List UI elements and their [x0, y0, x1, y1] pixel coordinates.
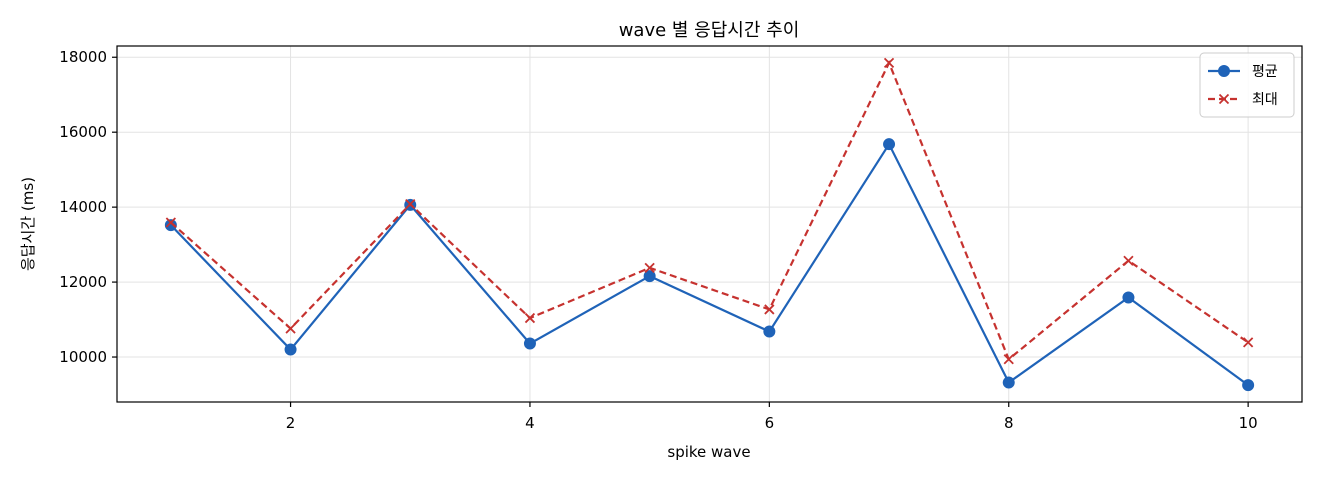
series-2-point	[405, 199, 416, 210]
grid-layer	[117, 46, 1302, 402]
y-tick-label: 10000	[59, 348, 107, 366]
series-2-point	[764, 304, 775, 315]
legend-marker-1	[1218, 65, 1230, 77]
x-axis-label: spike wave	[667, 443, 750, 461]
series-2-point	[524, 312, 536, 324]
series-2-point	[883, 57, 895, 68]
series-1-point	[1242, 379, 1255, 392]
plot-frame	[116, 45, 1303, 403]
y-axis-label: 응답시간 (ms)	[19, 177, 37, 271]
series-2-point	[1003, 354, 1014, 365]
series-2-point	[1123, 255, 1134, 266]
series-line-1	[170, 141, 1249, 387]
legend-box	[1199, 52, 1295, 118]
legend-label-1: 평균	[1252, 64, 1278, 80]
legend-marker-2	[1218, 93, 1230, 105]
x-tick-label: 2	[286, 414, 296, 432]
series-2-point	[165, 217, 177, 228]
series-1-point	[763, 325, 776, 338]
series-1-point	[643, 270, 656, 283]
series-1-point	[1122, 291, 1135, 304]
legend-label-2: 최대	[1252, 92, 1278, 108]
series-1-point	[883, 138, 896, 151]
chart-title: wave 별 응답시간 추이	[619, 20, 800, 41]
series-1-point	[164, 219, 177, 232]
series-2-point	[644, 262, 655, 273]
x-tick-label: 10	[1239, 414, 1258, 432]
y-tick-label: 12000	[59, 273, 107, 291]
x-tick-label: 6	[765, 414, 775, 432]
series-2-point	[285, 323, 296, 334]
series-1-point	[284, 343, 297, 356]
tick-layer: 2 4 6 8 10 10000 12000 14000 16000 18000	[59, 48, 1257, 432]
series-1-point	[523, 337, 536, 350]
series-2-point	[1242, 337, 1254, 348]
y-tick-label: 18000	[59, 48, 107, 66]
series-layer	[164, 57, 1255, 392]
y-tick-label: 16000	[59, 123, 107, 141]
x-tick-label: 4	[525, 414, 535, 432]
series-1-point	[1002, 376, 1015, 389]
series-line-2	[170, 60, 1249, 362]
y-tick-label: 14000	[59, 198, 107, 216]
x-tick-label: 8	[1004, 414, 1014, 432]
